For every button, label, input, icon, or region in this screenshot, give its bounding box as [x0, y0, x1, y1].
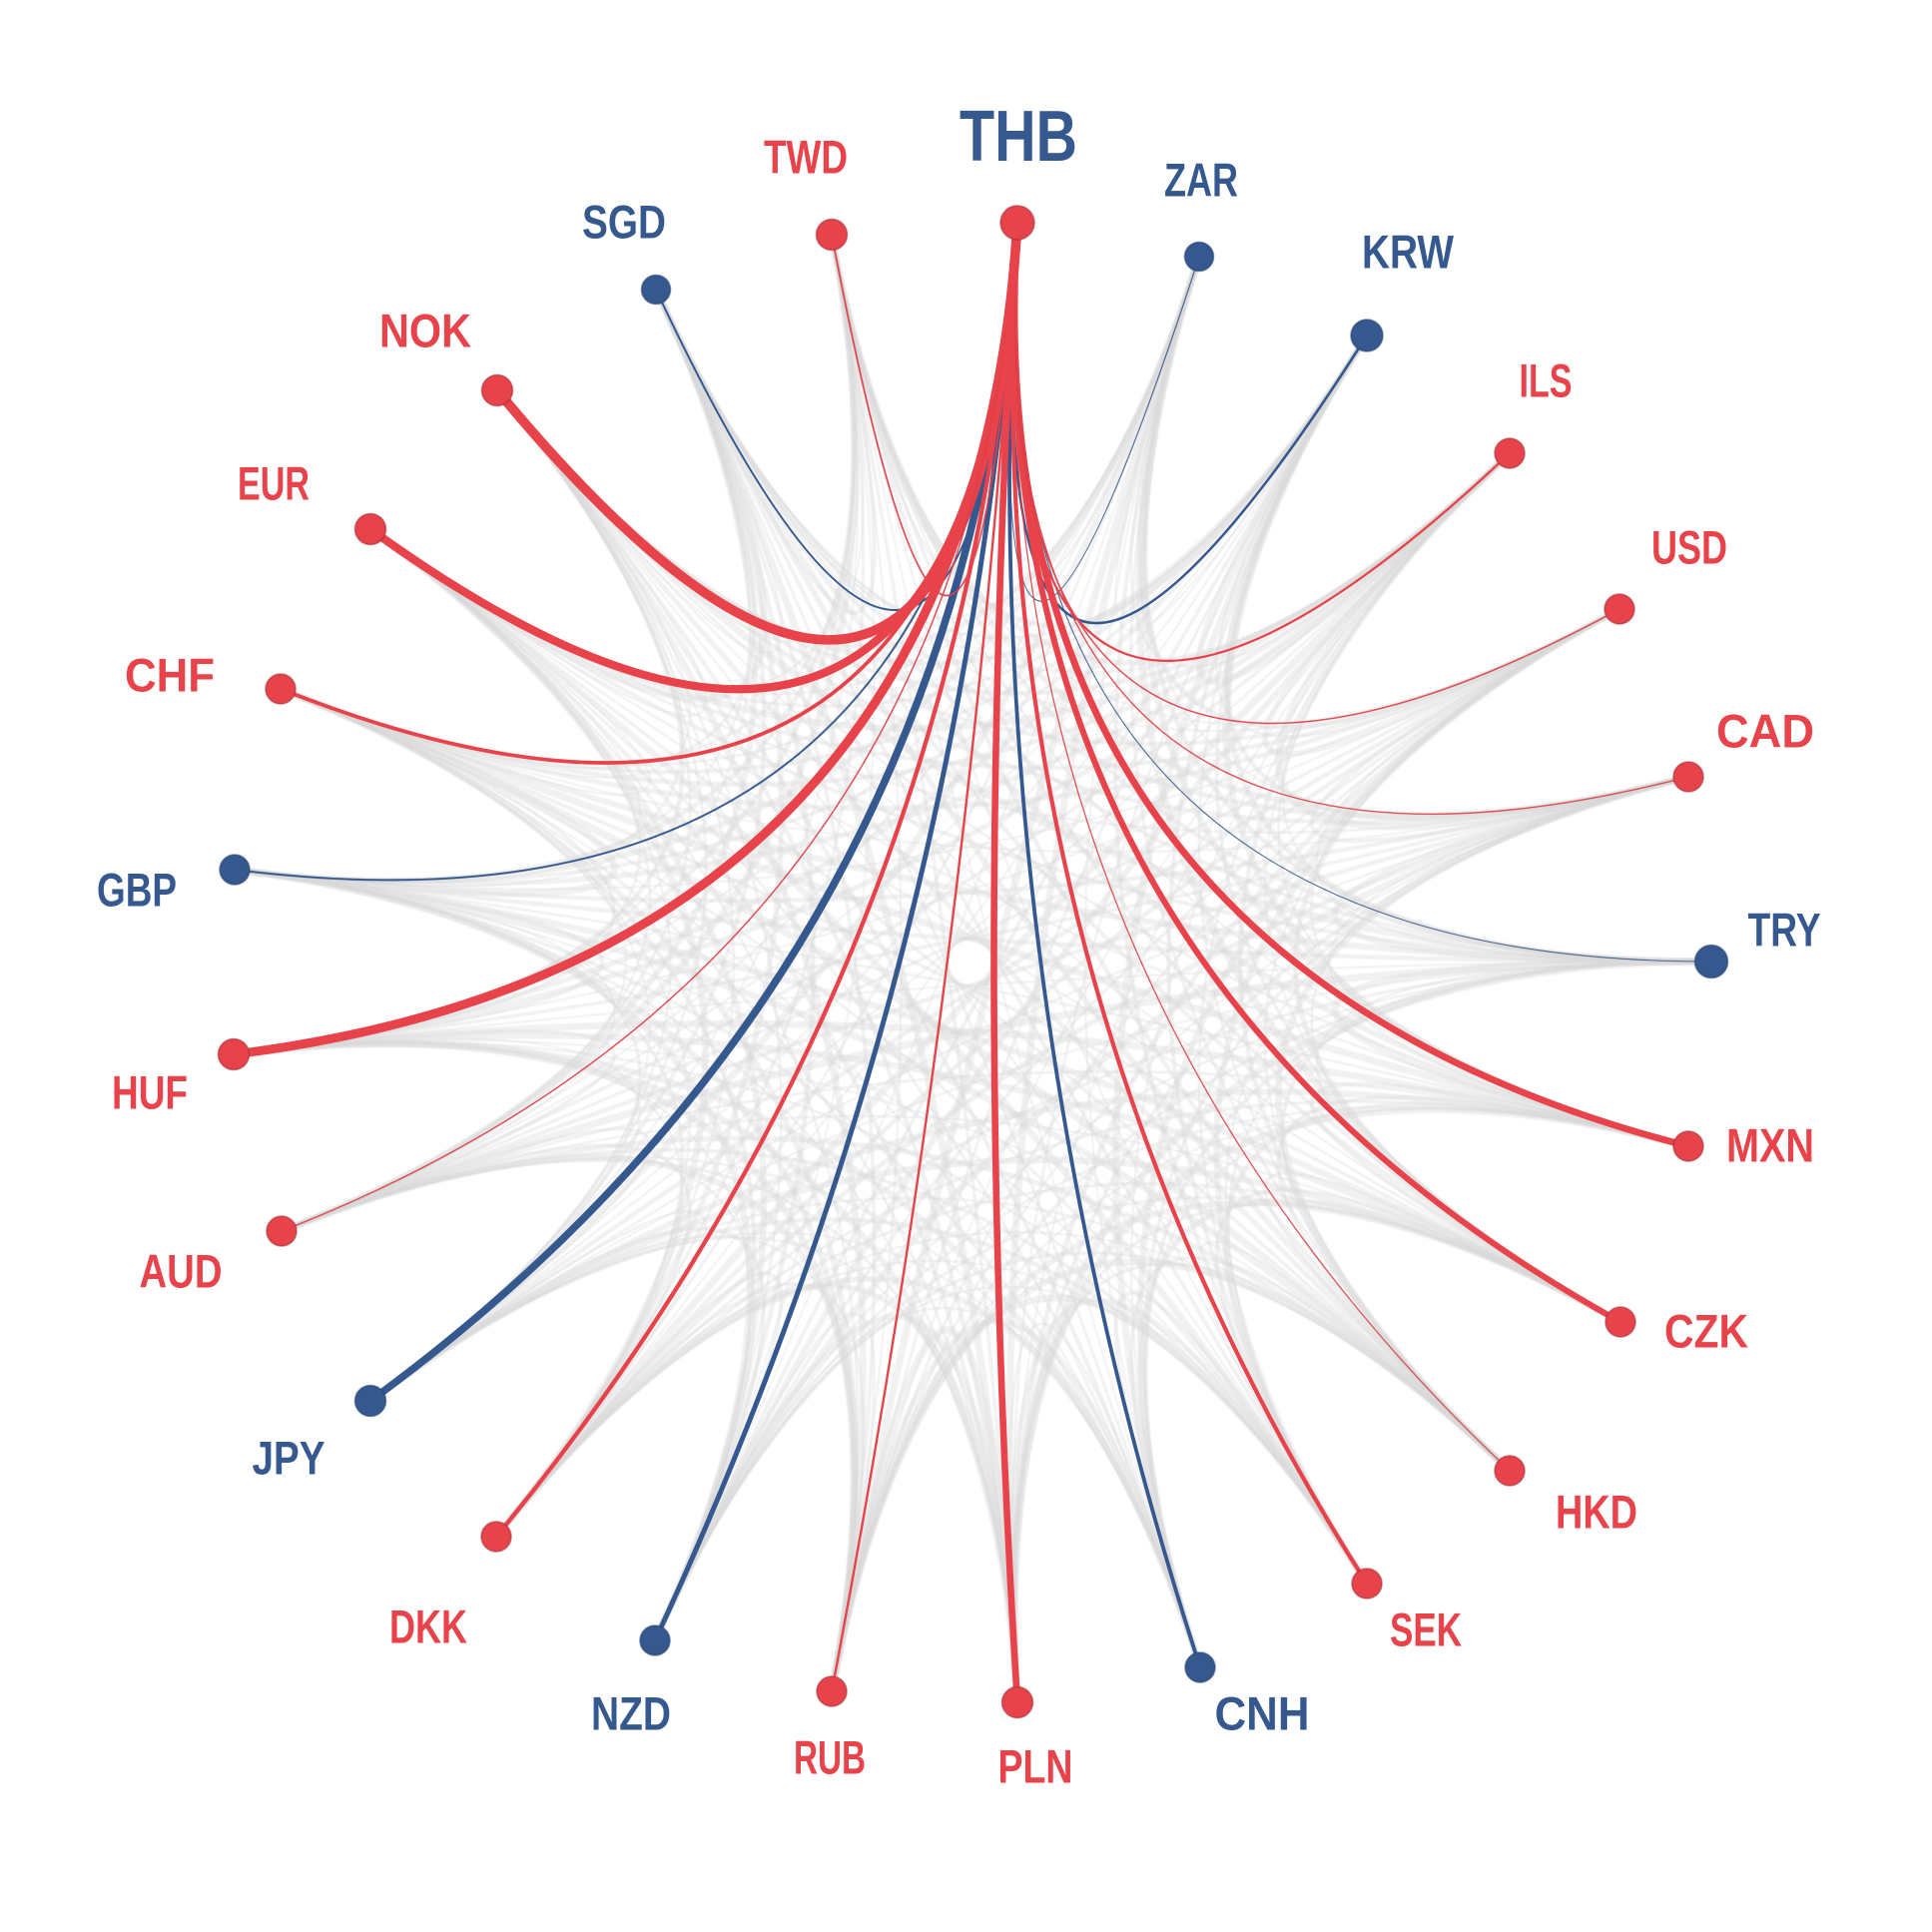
svg-text:CHF: CHF: [125, 649, 215, 702]
svg-text:THB: THB: [960, 97, 1077, 177]
svg-text:USD: USD: [1651, 521, 1727, 574]
svg-text:TWD: TWD: [764, 131, 848, 184]
svg-text:GBP: GBP: [97, 864, 177, 917]
svg-text:MXN: MXN: [1726, 1119, 1814, 1172]
svg-text:HKD: HKD: [1556, 1486, 1637, 1539]
svg-text:ILS: ILS: [1520, 354, 1573, 407]
svg-text:JPY: JPY: [253, 1432, 325, 1485]
svg-text:EUR: EUR: [238, 457, 310, 510]
svg-text:CAD: CAD: [1716, 705, 1814, 758]
svg-text:NZD: NZD: [591, 1687, 671, 1740]
svg-text:DKK: DKK: [389, 1601, 467, 1653]
svg-text:KRW: KRW: [1362, 226, 1455, 279]
svg-text:HUF: HUF: [112, 1066, 188, 1119]
svg-text:CNH: CNH: [1215, 1687, 1310, 1740]
svg-text:SEK: SEK: [1390, 1604, 1462, 1656]
svg-text:CZK: CZK: [1664, 1305, 1748, 1358]
svg-text:PLN: PLN: [998, 1740, 1073, 1793]
svg-text:SGD: SGD: [582, 196, 666, 249]
svg-text:NOK: NOK: [379, 305, 471, 357]
svg-text:RUB: RUB: [794, 1731, 866, 1784]
svg-text:AUD: AUD: [140, 1245, 223, 1298]
svg-text:TRY: TRY: [1748, 904, 1821, 957]
svg-text:ZAR: ZAR: [1164, 154, 1238, 207]
